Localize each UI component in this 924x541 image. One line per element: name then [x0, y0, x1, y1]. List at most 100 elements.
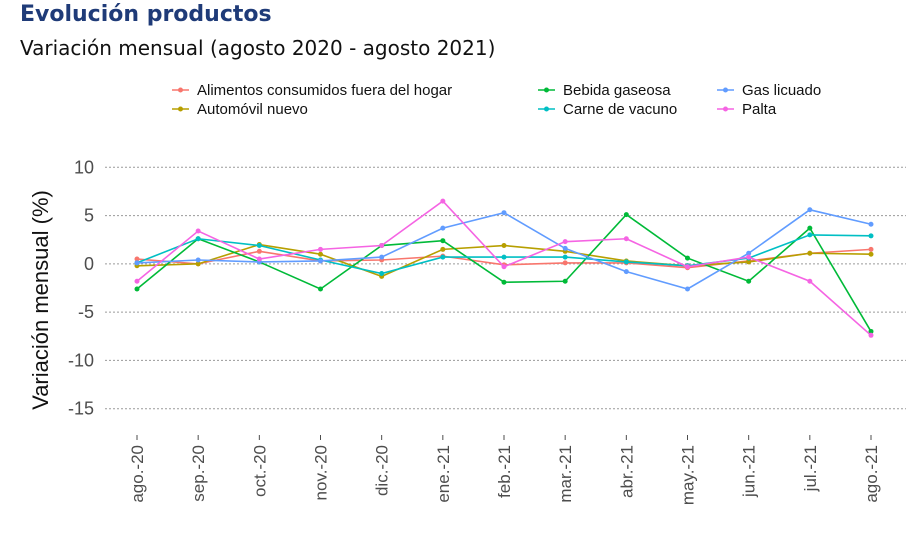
data-point — [562, 254, 568, 260]
legend-item: Bebida gaseosa — [538, 82, 671, 99]
data-point — [562, 239, 568, 245]
chart-subtitle: Variación mensual (agosto 2020 - agosto … — [20, 36, 496, 60]
data-point — [501, 254, 507, 260]
legend-label: Automóvil nuevo — [197, 101, 308, 118]
data-point — [379, 243, 385, 249]
data-point — [195, 236, 201, 242]
data-point — [379, 254, 385, 260]
series-2 — [134, 212, 874, 334]
data-point — [440, 254, 446, 260]
x-tick-label: oct.-20 — [250, 445, 269, 497]
legend-item: Gas licuado — [717, 82, 821, 99]
legend-key-point — [178, 87, 183, 93]
series-line — [136, 208, 872, 290]
legend-label: Palta — [742, 101, 777, 118]
data-point — [868, 332, 874, 338]
data-point — [746, 254, 752, 260]
x-tick-label: abr.-21 — [617, 445, 636, 498]
legend-item: Alimentos consumidos fuera del hogar — [172, 82, 452, 99]
data-point — [195, 257, 201, 263]
data-point — [134, 260, 140, 266]
data-point — [501, 210, 507, 216]
data-point — [623, 212, 629, 218]
data-point — [318, 246, 323, 252]
data-point — [256, 256, 262, 262]
data-point — [440, 238, 446, 244]
data-point — [501, 243, 507, 249]
data-point — [746, 278, 752, 284]
data-point — [868, 251, 874, 257]
data-point — [623, 269, 629, 275]
data-point — [318, 286, 323, 292]
x-tick-label: feb.-21 — [495, 445, 514, 498]
x-tick-label: mar.-21 — [556, 445, 575, 503]
series-group — [134, 198, 874, 338]
x-tick-label: nov.-20 — [312, 445, 331, 500]
data-point — [501, 264, 507, 270]
x-tick-label: ene.-21 — [434, 445, 453, 503]
data-point — [807, 232, 813, 238]
y-tick-label: 10 — [74, 157, 94, 177]
data-point — [379, 271, 385, 277]
x-tick-label: ago.-20 — [128, 445, 147, 503]
data-point — [440, 225, 446, 231]
x-tick-label: may.-21 — [679, 445, 698, 505]
legend-label: Gas licuado — [742, 82, 821, 99]
data-point — [868, 221, 874, 227]
series-line — [136, 213, 872, 332]
data-point — [746, 259, 752, 265]
legend: Alimentos consumidos fuera del hogar Bebi… — [172, 82, 821, 118]
data-point — [746, 250, 752, 256]
data-point — [134, 278, 140, 284]
data-point — [685, 264, 690, 270]
y-tick-label: 5 — [84, 206, 94, 226]
data-point — [134, 286, 140, 292]
x-tick-label: jun.-21 — [740, 445, 759, 498]
data-point — [501, 279, 507, 285]
data-point — [440, 198, 446, 204]
chart-title: Evolución productos — [20, 2, 272, 27]
y-axis-label: Variación mensual (%) — [28, 190, 53, 410]
data-point — [807, 278, 813, 284]
data-point — [256, 243, 262, 249]
y-tick-label: -10 — [68, 350, 94, 370]
data-point — [318, 251, 323, 257]
data-point — [195, 261, 201, 267]
data-point — [685, 255, 690, 261]
y-tick-label: 0 — [84, 254, 94, 274]
legend-label: Bebida gaseosa — [563, 82, 671, 99]
data-point — [134, 256, 140, 262]
legend-key-point — [178, 106, 183, 112]
y-axis: -15 -10 -5 0 5 10 — [68, 157, 94, 418]
y-tick-label: -5 — [78, 302, 94, 322]
series-1 — [134, 242, 874, 279]
legend-item: Carne de vacuno — [538, 101, 677, 118]
legend-label: Carne de vacuno — [563, 101, 677, 118]
data-point — [562, 260, 568, 266]
legend-item: Automóvil nuevo — [172, 101, 308, 118]
x-tick-label: sep.-20 — [189, 445, 208, 502]
legend-key-point — [723, 87, 728, 93]
x-tick-label: dic.-20 — [373, 445, 392, 496]
data-point — [440, 246, 446, 252]
data-point — [318, 258, 323, 264]
x-tick-label: jul.-21 — [801, 445, 820, 492]
x-axis: ago.-20 sep.-20 oct.-20 nov.-20 dic.-20 ene.-… — [128, 435, 881, 505]
x-tick-label: ago.-21 — [862, 445, 881, 503]
data-point — [562, 278, 568, 284]
legend-key-point — [544, 106, 549, 112]
legend-key-point — [723, 106, 728, 112]
data-point — [807, 207, 813, 213]
legend-label: Alimentos consumidos fuera del hogar — [197, 82, 452, 99]
legend-key-point — [544, 87, 549, 93]
data-point — [807, 225, 813, 231]
y-tick-label: -15 — [68, 399, 94, 419]
data-point — [195, 228, 201, 234]
series-5 — [134, 198, 874, 338]
data-point — [868, 328, 874, 334]
data-point — [623, 259, 629, 265]
data-point — [562, 245, 568, 251]
data-point — [256, 248, 262, 254]
data-point — [868, 233, 874, 239]
